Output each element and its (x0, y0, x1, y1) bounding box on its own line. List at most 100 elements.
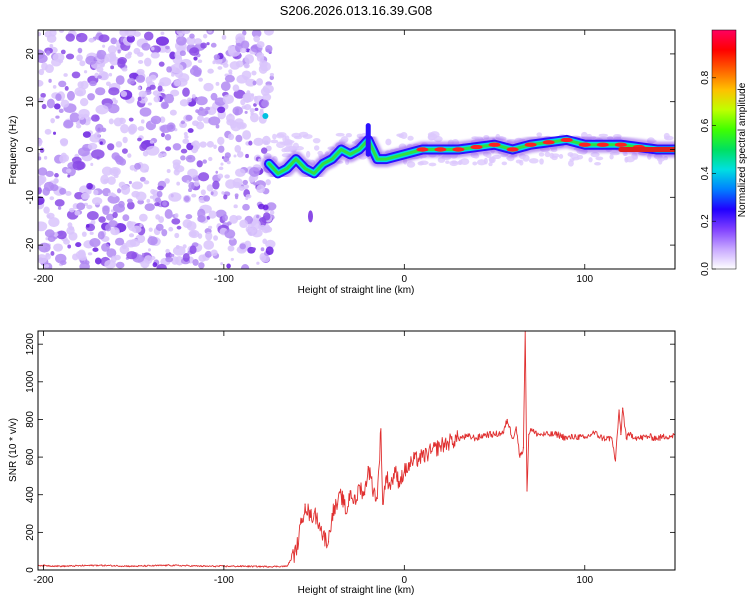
noise-speckle (156, 263, 167, 269)
noise-speckle (44, 229, 55, 238)
noise-speckle (242, 92, 255, 103)
ridge-halo-speckle (289, 147, 297, 153)
noise-speckle (221, 34, 227, 40)
noise-speckle (254, 107, 259, 111)
noise-speckle (58, 80, 67, 88)
noise-speckle (45, 170, 54, 177)
noise-speckle (269, 75, 275, 81)
noise-speckle (165, 256, 174, 263)
noise-speckle (71, 71, 81, 79)
noise-speckle (162, 201, 167, 207)
noise-speckle (41, 103, 47, 110)
noise-speckle (178, 73, 190, 83)
noise-speckle (182, 138, 190, 144)
noise-speckle (87, 117, 92, 122)
noise-speckle (101, 243, 110, 252)
snr-y-tick-label: 0 (25, 567, 36, 573)
noise-speckle (159, 116, 166, 123)
snr-data-point (345, 512, 348, 515)
noise-speckle (189, 47, 200, 56)
snr-panel: -200 -100 0 100 0 200 400 600 800 1000 1200 Heigh… (8, 330, 676, 596)
noise-speckle (74, 191, 84, 200)
snr-data-point (622, 407, 624, 409)
noise-speckle (248, 167, 260, 177)
noise-speckle (131, 181, 143, 190)
noise-speckle (65, 191, 72, 196)
snr-y-tick-label: 200 (25, 524, 36, 541)
snr-data-point (584, 437, 586, 439)
noise-speckle (52, 52, 65, 62)
noise-speckle (113, 117, 123, 127)
snr-data-point (295, 550, 297, 552)
noise-speckle (57, 206, 62, 210)
noise-speckle (80, 192, 90, 200)
ridge-halo-speckle (407, 135, 414, 141)
noise-speckle (38, 242, 51, 253)
noise-speckle (122, 136, 128, 144)
noise-speckle (154, 202, 160, 207)
snr-data-point (548, 433, 550, 436)
noise-speckle (75, 242, 82, 248)
noise-speckle (95, 123, 104, 133)
noise-speckle (76, 202, 86, 211)
noise-speckle (59, 138, 69, 146)
noise-speckle (195, 96, 208, 106)
noise-speckle (158, 216, 165, 223)
noise-speckle (261, 99, 270, 108)
noise-speckle (128, 123, 138, 134)
noise-speckle (168, 192, 182, 202)
noise-speckle (196, 160, 203, 168)
noise-speckle (122, 214, 130, 222)
snr-data-point (528, 433, 530, 436)
snr-data-point (358, 484, 360, 486)
noise-speckle (46, 98, 55, 109)
noise-speckle (96, 49, 107, 60)
ridge-halo-speckle (538, 152, 545, 157)
noise-speckle (60, 49, 66, 55)
noise-speckle (88, 37, 95, 43)
noise-speckle (164, 133, 172, 141)
noise-speckle (213, 54, 220, 60)
spectrogram-x-tick-label: -100 (214, 274, 234, 285)
snr-data-point (506, 418, 508, 421)
noise-speckle (245, 153, 249, 159)
noise-speckle (215, 124, 220, 129)
noise-speckle (185, 154, 196, 163)
noise-speckle (256, 78, 263, 86)
noise-speckle (106, 213, 115, 221)
noise-speckle (139, 223, 143, 228)
ridge-halo-speckle (449, 160, 459, 167)
noise-speckle (38, 54, 48, 64)
noise-speckle (224, 174, 230, 179)
ridge-halo-speckle (270, 139, 279, 144)
snr-data-point (502, 432, 505, 434)
noise-speckle (76, 90, 84, 96)
noise-speckle (203, 195, 211, 202)
noise-speckle (128, 233, 135, 238)
noise-speckle (226, 160, 231, 165)
noise-speckle (38, 152, 41, 157)
noise-speckle (53, 243, 63, 252)
noise-speckle (235, 60, 244, 68)
colorbar-tick-label: 0.2 (700, 214, 711, 228)
noise-speckle (155, 36, 169, 46)
ridge-halo-speckle (609, 152, 620, 156)
snr-data-point (614, 460, 617, 462)
noise-speckle (260, 247, 265, 252)
ridge-hot-spot (470, 144, 483, 150)
noise-speckle (205, 231, 213, 241)
snr-data-point (493, 433, 496, 436)
ridge-halo-speckle (551, 155, 558, 161)
snr-data-point (60, 565, 63, 567)
noise-speckle (256, 184, 266, 194)
noise-speckle (227, 245, 235, 252)
noise-speckle (147, 236, 158, 246)
noise-speckle (172, 143, 182, 151)
noise-speckle (203, 33, 208, 39)
noise-speckle (233, 89, 246, 99)
noise-speckle (152, 262, 158, 268)
noise-speckle (59, 187, 67, 195)
noise-speckle (239, 219, 249, 229)
